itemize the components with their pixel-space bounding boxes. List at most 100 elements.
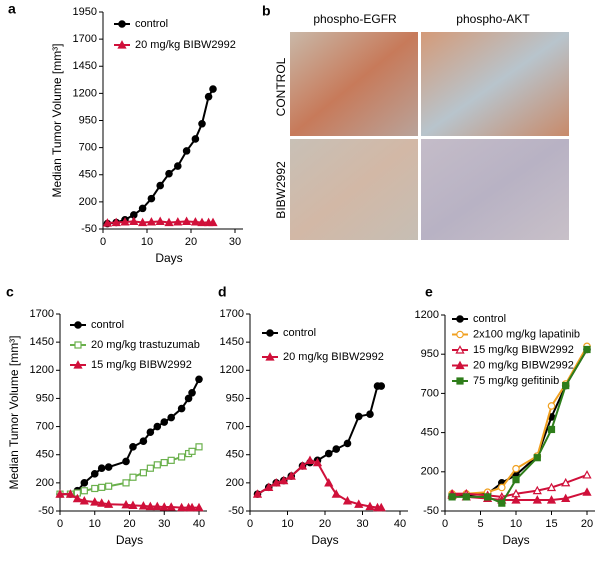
micrograph [290, 32, 418, 136]
point [97, 464, 106, 473]
y-tick-label: 1200 [73, 87, 97, 99]
point [252, 489, 263, 498]
point [111, 217, 121, 227]
chart: e -50 200 450 700 950 1200 0 5 10 15 20 Days control 2… [415, 284, 595, 547]
point [146, 464, 154, 472]
point [160, 418, 169, 426]
legend-label: control [135, 18, 168, 30]
legend-label: 20 mg/kg BIBW2992 [283, 351, 384, 363]
y-tick-label: 450 [226, 449, 244, 461]
x-tick-label: 30 [158, 518, 170, 530]
point [583, 345, 591, 354]
point [182, 147, 191, 155]
point [204, 92, 213, 101]
point [102, 218, 113, 227]
point [365, 501, 375, 511]
y-tick-label: 1450 [73, 60, 97, 72]
y-tick-label: 950 [79, 114, 97, 126]
legend-marker [455, 345, 465, 354]
point [159, 502, 169, 511]
point [160, 458, 168, 467]
point [146, 428, 155, 437]
legend-label: 20 mg/kg BIBW2992 [473, 359, 574, 371]
point [532, 495, 542, 504]
legend-label: 15 mg/kg BIBW2992 [91, 359, 192, 371]
image-panel: b phospho-EGFR phospho-AKT CONTROL BIBW2… [262, 3, 569, 240]
point [332, 445, 341, 453]
micrograph [421, 139, 569, 240]
point [512, 476, 520, 484]
panel-label: c [6, 284, 14, 300]
x-tick-label: 0 [100, 236, 106, 248]
point [156, 181, 165, 190]
point [498, 499, 506, 507]
point [129, 473, 137, 481]
y-tick-label: 700 [36, 420, 54, 432]
y-tick-label: 450 [421, 427, 439, 439]
legend-label: 75 mg/kg gefitinib [473, 375, 559, 387]
y-tick-label: 450 [79, 169, 97, 181]
point [104, 463, 113, 471]
legend-marker [265, 352, 275, 361]
panel-label: b [262, 3, 271, 19]
point [121, 499, 131, 509]
point [188, 447, 196, 455]
legend-marker [456, 330, 464, 339]
x-tick-label: 5 [477, 518, 483, 530]
point [512, 464, 520, 473]
series-line [107, 88, 214, 225]
point [165, 169, 173, 178]
point [324, 478, 334, 487]
y-tick-label: -50 [81, 223, 97, 235]
point [153, 461, 161, 469]
x-tick-label: 10 [510, 518, 522, 530]
point [279, 475, 289, 485]
point [191, 135, 200, 143]
y-tick-label: 200 [421, 466, 439, 478]
panel-label: a [8, 1, 16, 17]
legend-label: control [283, 327, 316, 339]
point [152, 501, 162, 511]
point [582, 487, 592, 496]
column-label: phospho-AKT [456, 12, 530, 26]
legend-label: 2x100 mg/kg lapatinib [473, 328, 580, 340]
x-tick-label: 0 [442, 518, 448, 530]
point [533, 454, 541, 462]
point [97, 498, 107, 507]
column-label: phospho-EGFR [313, 12, 397, 26]
series-line [256, 385, 382, 495]
point [354, 412, 363, 421]
point [376, 502, 386, 512]
point [155, 216, 165, 226]
point [177, 404, 186, 413]
point [153, 422, 162, 431]
chart: d -50 200 450 700 950 1200 1450 1700 0 10 20 30 40 Day… [218, 284, 408, 547]
point [354, 499, 364, 508]
point [187, 502, 197, 512]
y-tick-label: 1700 [73, 33, 97, 45]
point [271, 478, 281, 487]
point [312, 457, 323, 467]
point [305, 455, 315, 464]
point [128, 500, 138, 509]
point [80, 487, 88, 495]
point [184, 394, 193, 403]
legend-marker [74, 321, 82, 329]
point [145, 501, 155, 511]
point [137, 217, 148, 227]
row-label: BIBW2992 [274, 161, 288, 219]
x-axis-label: Days [502, 533, 529, 547]
point [194, 502, 204, 512]
point [342, 496, 353, 505]
y-tick-label: 1450 [30, 336, 54, 348]
legend-marker [456, 315, 464, 323]
legend-marker [118, 20, 126, 28]
point [511, 495, 521, 504]
point [104, 499, 114, 508]
row-label: CONTROL [274, 57, 288, 116]
y-tick-label: 1950 [73, 6, 97, 18]
point [195, 443, 203, 451]
point [98, 483, 106, 491]
legend-marker [266, 329, 274, 337]
